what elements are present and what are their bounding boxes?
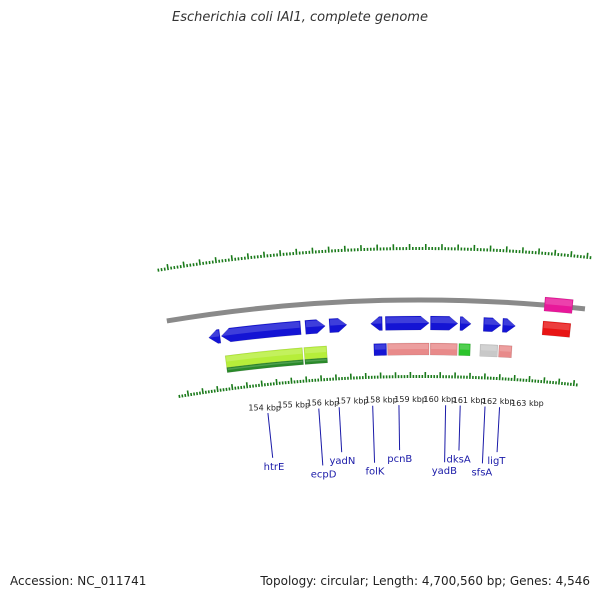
gene-label-ligT[interactable]: ligT bbox=[487, 456, 506, 467]
feature-shine bbox=[388, 344, 429, 350]
inner-tick bbox=[290, 377, 293, 384]
feature-cds_forward[interactable] bbox=[373, 343, 387, 356]
outer-tick bbox=[214, 257, 217, 264]
gene-label-htrE[interactable]: htrE bbox=[264, 462, 285, 473]
feature-shine bbox=[386, 317, 429, 324]
feature-cds_forward[interactable] bbox=[220, 320, 302, 343]
scale-label: 158 kbp bbox=[365, 396, 398, 405]
feature-salmon[interactable] bbox=[387, 342, 430, 356]
outer-tick bbox=[230, 255, 234, 262]
feature-shine bbox=[431, 344, 457, 350]
feature-shine bbox=[329, 318, 346, 326]
inner-tick bbox=[275, 378, 278, 386]
inner-tick bbox=[558, 378, 561, 385]
inner-tick bbox=[572, 380, 576, 387]
feature-shine bbox=[460, 317, 471, 324]
feature-shine bbox=[480, 345, 497, 351]
inner-tick bbox=[201, 388, 204, 395]
gene-label-yadB[interactable]: yadB bbox=[432, 466, 457, 477]
gene-leader bbox=[398, 405, 401, 451]
feature-cds_forward[interactable] bbox=[208, 329, 222, 344]
inner-tick bbox=[245, 382, 249, 389]
gene-leader bbox=[444, 405, 447, 463]
feature-shine bbox=[227, 360, 303, 371]
outer-tick bbox=[586, 252, 589, 259]
inner-tick bbox=[260, 380, 263, 387]
scale-label: 162 kbp bbox=[482, 397, 515, 406]
gene-label-yadN[interactable]: yadN bbox=[329, 456, 355, 467]
outer-tick bbox=[198, 259, 201, 266]
feature-shine bbox=[208, 330, 220, 338]
feature-grey[interactable] bbox=[479, 343, 499, 358]
feature-shine bbox=[305, 358, 327, 362]
feature-dark_green[interactable] bbox=[304, 357, 328, 365]
gene-leader bbox=[267, 413, 274, 458]
feature-cds_forward[interactable] bbox=[370, 316, 383, 331]
outer-tick bbox=[182, 261, 185, 268]
feature-cds_forward[interactable] bbox=[501, 317, 516, 333]
scale-label: 161 kbp bbox=[453, 396, 486, 405]
accession-text: Accession: NC_011741 bbox=[10, 574, 147, 588]
inner-tick bbox=[231, 384, 234, 391]
gene-label-ecpD[interactable]: ecpD bbox=[311, 469, 337, 480]
feature-cds_forward[interactable] bbox=[459, 316, 472, 331]
gene-leader bbox=[372, 405, 376, 463]
scale-label: 154 kbp bbox=[248, 403, 281, 412]
feature-rna_green[interactable] bbox=[458, 343, 471, 357]
feature-shine bbox=[371, 317, 382, 324]
inner-tick bbox=[186, 390, 190, 397]
gene-label-dksA[interactable]: dksA bbox=[447, 455, 471, 466]
gene-leader bbox=[318, 408, 324, 466]
gene-leader bbox=[338, 407, 343, 453]
feature-salmon[interactable] bbox=[429, 342, 458, 356]
gene-leader bbox=[458, 405, 461, 451]
feature-shine bbox=[305, 320, 325, 328]
feature-shine bbox=[503, 319, 515, 326]
scale-label: 155 kbp bbox=[277, 401, 310, 410]
topology-text: Topology: circular; Length: 4,700,560 bp… bbox=[260, 574, 590, 588]
outer-tick bbox=[279, 250, 282, 257]
feature-salmon[interactable] bbox=[498, 344, 513, 359]
scale-label: 157 kbp bbox=[336, 397, 369, 406]
gene-leader bbox=[481, 406, 486, 464]
inner-tick bbox=[216, 385, 219, 393]
feature-shine bbox=[374, 344, 386, 350]
outer-tick bbox=[570, 251, 573, 258]
feature-dark_green[interactable] bbox=[226, 359, 304, 373]
gene-label-pcnB[interactable]: pcnB bbox=[387, 454, 412, 465]
outer-tick bbox=[262, 251, 266, 258]
gene-label-sfsA[interactable]: sfsA bbox=[471, 467, 492, 478]
inner-tick bbox=[543, 377, 546, 384]
gene-leader bbox=[496, 407, 501, 453]
backbone-arc bbox=[166, 297, 586, 324]
feature-cds_forward[interactable] bbox=[482, 317, 502, 332]
feature-magenta[interactable] bbox=[543, 296, 574, 314]
feature-shine bbox=[304, 346, 327, 354]
feature-shine bbox=[221, 321, 300, 336]
feature-shine bbox=[543, 322, 570, 331]
feature-shine bbox=[499, 346, 512, 352]
outer-tick bbox=[246, 253, 250, 260]
feature-shine bbox=[431, 317, 458, 324]
scale-label: 159 kbp bbox=[394, 395, 427, 404]
outer-tick bbox=[554, 249, 557, 256]
feature-shine bbox=[226, 348, 302, 362]
gene-label-folK[interactable]: folK bbox=[365, 467, 384, 478]
outer-tick bbox=[166, 264, 169, 271]
feature-cds_forward[interactable] bbox=[304, 319, 326, 335]
scale-label: 160 kbp bbox=[424, 395, 457, 404]
feature-red[interactable] bbox=[541, 320, 572, 338]
feature-shine bbox=[459, 344, 470, 350]
feature-cds_forward[interactable] bbox=[328, 317, 348, 333]
feature-shine bbox=[484, 318, 501, 326]
feature-cds_forward[interactable] bbox=[430, 315, 459, 331]
map-title: Escherichia coli IAI1, complete genome bbox=[172, 10, 428, 25]
feature-cds_forward[interactable] bbox=[384, 315, 430, 331]
scale-label: 156 kbp bbox=[307, 398, 340, 407]
scale-label: 163 kbp bbox=[511, 399, 544, 408]
feature-shine bbox=[545, 298, 573, 307]
